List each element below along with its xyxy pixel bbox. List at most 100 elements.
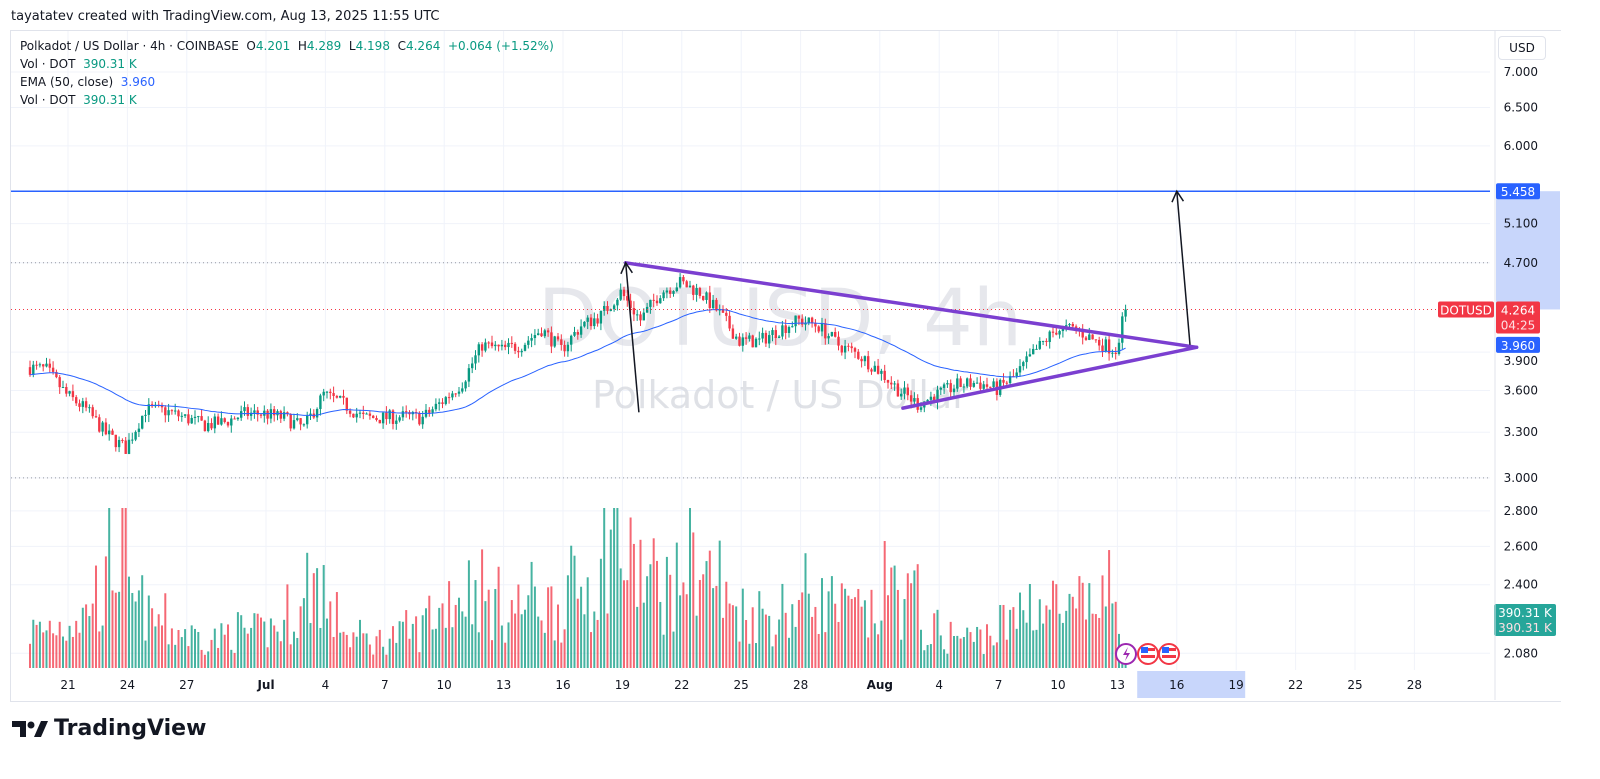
volume-value: 390.31 K — [83, 57, 137, 71]
volume-bar — [250, 627, 253, 668]
arrow-head — [620, 261, 633, 275]
candle-body — [1084, 337, 1088, 340]
volume-bar — [962, 637, 965, 668]
candle-body — [672, 291, 675, 294]
candle-body — [65, 387, 68, 394]
ema-line — [29, 309, 1126, 416]
candle-body — [190, 417, 193, 424]
volume-bar — [527, 595, 530, 668]
candle-body — [669, 290, 672, 294]
time-tick-label: Jul — [256, 678, 274, 692]
candle-body — [180, 415, 183, 417]
candle-body — [715, 299, 718, 311]
candle-body — [441, 402, 444, 404]
candle-body — [979, 382, 982, 389]
volume-bar — [530, 561, 533, 668]
volume-bar — [1091, 613, 1094, 668]
candle-body — [329, 391, 332, 394]
candle-body — [127, 439, 131, 454]
legend-symbol-row[interactable]: Polkadot / US Dollar · 4h · COINBASE O4.… — [20, 39, 554, 53]
volume-bar — [949, 621, 952, 668]
legend-volume-row[interactable]: Vol · DOT 390.31 K — [20, 57, 137, 71]
candle-body — [853, 348, 857, 352]
volume-bar — [1042, 623, 1045, 668]
volume-bar — [236, 612, 239, 668]
volume-bar — [583, 614, 586, 668]
candle-body — [259, 414, 263, 416]
volume-bar — [408, 638, 411, 668]
volume-bar — [708, 550, 711, 668]
volume-bar — [38, 621, 41, 668]
time-tick-label: 13 — [496, 678, 511, 692]
volume-bar — [203, 654, 206, 668]
flag-stripe — [1141, 655, 1155, 658]
volume-bar — [190, 625, 193, 668]
candle-body — [576, 332, 579, 335]
candle-body — [322, 391, 325, 396]
low-label: L — [348, 39, 356, 53]
volume-bar — [616, 508, 619, 668]
volume-bar — [477, 632, 480, 668]
volume-bar — [745, 620, 748, 668]
legend-volume-row-2[interactable]: Vol · DOT 390.31 K — [20, 93, 137, 107]
volume-bar — [659, 601, 662, 668]
candle-body — [233, 418, 236, 420]
volume-bar — [151, 608, 154, 668]
volume-bar — [210, 639, 213, 668]
candle-body — [708, 292, 711, 309]
volume-bar — [78, 632, 81, 668]
volume-bar — [728, 603, 731, 668]
tradingview-logo[interactable]: TradingView — [12, 716, 206, 741]
volume-bar — [847, 595, 850, 668]
last-price-label — [1496, 301, 1540, 334]
volume-bar — [1111, 603, 1114, 668]
legend-ema-row[interactable]: EMA (50, close) 3.960 — [20, 75, 155, 89]
candle-body — [216, 416, 220, 425]
volume-bar — [124, 508, 127, 668]
candle-body — [467, 368, 471, 382]
volume-bar — [840, 583, 843, 668]
time-tick-label: 22 — [674, 678, 689, 692]
candle-body — [570, 335, 573, 345]
candle-body — [84, 401, 88, 408]
price-tick-label: 5.100 — [1504, 217, 1538, 231]
candle-body — [824, 323, 827, 339]
candle-body — [589, 317, 593, 327]
volume-bar — [698, 579, 701, 668]
candle-body — [358, 412, 362, 414]
volume-bar — [712, 588, 715, 668]
volume-bar — [682, 582, 685, 668]
symbol-name[interactable]: Polkadot / US Dollar · 4h · COINBASE — [20, 39, 239, 53]
volume-bar — [306, 552, 309, 668]
candle-body — [834, 332, 837, 337]
volume-bar — [418, 652, 421, 668]
candle-body — [266, 410, 269, 419]
candle-body — [210, 423, 213, 429]
candle-body — [1117, 342, 1121, 354]
volume-bar — [121, 508, 124, 668]
candle-body — [1098, 339, 1101, 346]
volume-price-label-text: 390.31 K — [1498, 606, 1553, 620]
candle-body — [147, 404, 150, 415]
volume-bar — [349, 647, 352, 668]
volume-bar — [956, 635, 959, 668]
volume-bar — [550, 586, 553, 668]
chart-pane[interactable] — [10, 30, 1561, 702]
volume-bar — [451, 627, 454, 668]
volume-bar — [385, 654, 388, 668]
candle-body — [55, 371, 58, 378]
volume-value-2: 390.31 K — [83, 93, 137, 107]
candle-body — [434, 403, 438, 410]
currency-button[interactable]: USD — [1498, 36, 1546, 60]
candle-body — [738, 336, 741, 346]
volume-bar — [253, 613, 256, 668]
candle-body — [1032, 348, 1035, 355]
volume-bar — [603, 508, 606, 668]
volume-bar — [880, 620, 883, 668]
volume-bar — [104, 556, 107, 668]
symbol-tag-text: DOTUSD — [1440, 303, 1492, 317]
candle-body — [121, 440, 124, 442]
volume-bar — [266, 647, 269, 668]
candle-body — [933, 396, 936, 403]
